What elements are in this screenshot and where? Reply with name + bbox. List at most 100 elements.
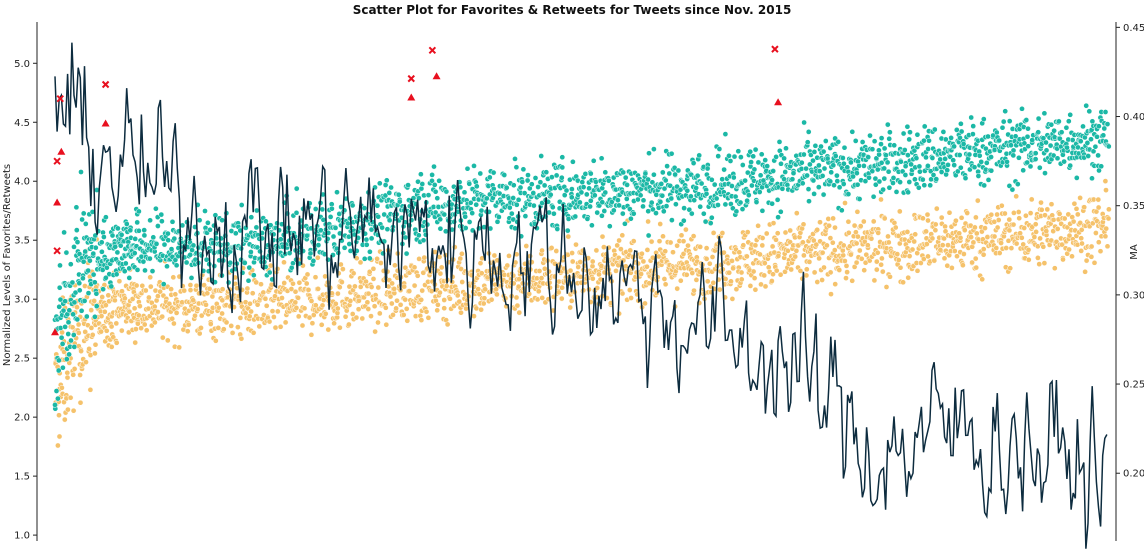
data-point — [1042, 170, 1048, 176]
data-point — [132, 236, 139, 242]
data-point — [461, 189, 468, 196]
data-point — [269, 308, 276, 314]
data-point — [136, 208, 142, 215]
data-point — [260, 289, 267, 296]
data-point — [738, 269, 745, 276]
data-point — [832, 281, 839, 287]
data-point — [202, 208, 208, 214]
data-point — [350, 270, 357, 277]
data-point — [806, 259, 813, 265]
data-point — [194, 306, 201, 312]
data-point — [332, 225, 339, 231]
data-point — [897, 264, 904, 271]
data-point — [105, 292, 112, 299]
data-point — [61, 416, 68, 423]
data-point — [85, 267, 92, 274]
data-point — [950, 157, 957, 164]
data-point — [375, 284, 382, 291]
data-point — [932, 227, 939, 234]
data-point — [715, 153, 722, 159]
data-point — [937, 156, 944, 163]
data-point — [759, 235, 766, 241]
data-point — [616, 237, 622, 244]
data-point — [818, 143, 824, 150]
data-point — [134, 219, 141, 226]
data-point — [715, 202, 721, 208]
data-point — [494, 218, 501, 225]
data-point — [1002, 210, 1008, 217]
data-point — [830, 215, 836, 222]
data-point — [71, 344, 78, 350]
data-point — [619, 232, 626, 239]
data-point — [112, 297, 118, 304]
data-point — [160, 281, 167, 287]
data-point — [248, 249, 254, 255]
data-point — [463, 305, 469, 312]
data-point — [503, 184, 510, 191]
data-point — [744, 229, 751, 235]
data-point — [282, 319, 289, 326]
data-point — [875, 230, 882, 236]
data-point — [388, 184, 394, 191]
data-point — [69, 279, 76, 286]
data-point — [341, 244, 348, 251]
data-point — [74, 239, 81, 245]
data-point — [383, 177, 390, 184]
data-point — [843, 263, 850, 269]
data-point — [779, 185, 786, 192]
data-point — [158, 211, 165, 218]
data-point — [1073, 205, 1080, 212]
data-point — [980, 251, 987, 258]
data-point — [883, 284, 890, 290]
data-point — [783, 145, 789, 152]
data-point — [962, 175, 969, 182]
data-point — [1007, 265, 1014, 272]
data-point — [1014, 181, 1021, 187]
data-point — [345, 220, 351, 227]
data-point — [478, 306, 484, 313]
data-point — [980, 116, 987, 122]
data-point — [176, 344, 183, 351]
data-point — [367, 248, 373, 255]
data-point — [1010, 221, 1017, 228]
data-point — [870, 218, 877, 225]
data-point — [921, 123, 928, 130]
data-point — [429, 172, 435, 178]
data-point — [610, 207, 617, 214]
data-point — [825, 216, 832, 222]
data-point — [801, 119, 807, 126]
data-point — [938, 214, 945, 221]
data-point — [681, 205, 687, 211]
data-point — [980, 246, 987, 252]
data-point — [155, 293, 161, 299]
data-point — [248, 214, 255, 221]
data-point — [970, 131, 976, 137]
data-point — [1104, 243, 1111, 250]
data-point — [391, 286, 398, 292]
data-point — [147, 274, 154, 281]
data-point — [1091, 259, 1098, 266]
data-point — [905, 189, 911, 196]
data-point — [824, 242, 830, 249]
data-point — [506, 204, 513, 211]
data-point — [678, 232, 685, 239]
data-point — [121, 268, 128, 275]
data-point — [590, 157, 597, 164]
data-point — [431, 182, 438, 188]
data-point — [869, 168, 876, 174]
data-point — [293, 305, 300, 311]
data-point — [972, 255, 979, 262]
data-point — [958, 120, 964, 127]
data-point — [315, 242, 322, 248]
data-point — [596, 271, 602, 278]
data-point — [567, 304, 574, 311]
data-point — [204, 290, 211, 297]
data-point — [764, 163, 771, 169]
data-point — [85, 290, 92, 296]
data-point — [517, 184, 524, 191]
data-point — [558, 295, 565, 302]
outlier-triangle-marker — [57, 147, 66, 155]
data-point — [110, 334, 117, 341]
data-point — [583, 191, 590, 198]
data-point — [1054, 155, 1061, 162]
